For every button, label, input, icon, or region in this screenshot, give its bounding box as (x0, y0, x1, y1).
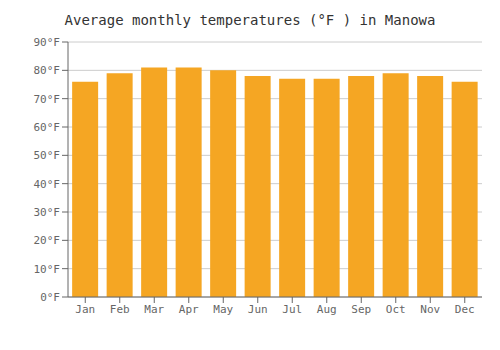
svg-text:Dec: Dec (455, 303, 475, 316)
svg-text:Nov: Nov (420, 303, 440, 316)
svg-text:Oct: Oct (386, 303, 406, 316)
svg-text:20°F: 20°F (34, 234, 61, 247)
svg-text:Aug: Aug (317, 303, 337, 316)
svg-text:Jan: Jan (75, 303, 95, 316)
svg-text:May: May (213, 303, 233, 316)
svg-text:0°F: 0°F (40, 291, 60, 304)
svg-text:Jun: Jun (248, 303, 268, 316)
svg-text:Sep: Sep (351, 303, 371, 316)
svg-text:Mar: Mar (144, 303, 164, 316)
svg-text:Jul: Jul (282, 303, 302, 316)
svg-text:70°F: 70°F (34, 93, 61, 106)
svg-text:90°F: 90°F (34, 36, 61, 49)
html-text:Average monthly temperatures (: Average monthly temperatures (°F ) in Ma… (64, 12, 436, 28)
svg-text:40°F: 40°F (34, 178, 61, 191)
svg-text:10°F: 10°F (34, 263, 61, 276)
svg-text:50°F: 50°F (34, 149, 61, 162)
svg-text:60°F: 60°F (34, 121, 61, 134)
svg-text:Feb: Feb (110, 303, 130, 316)
svg-text:Apr: Apr (179, 303, 199, 316)
svg-text:30°F: 30°F (34, 206, 61, 219)
svg-text:80°F: 80°F (34, 64, 61, 77)
